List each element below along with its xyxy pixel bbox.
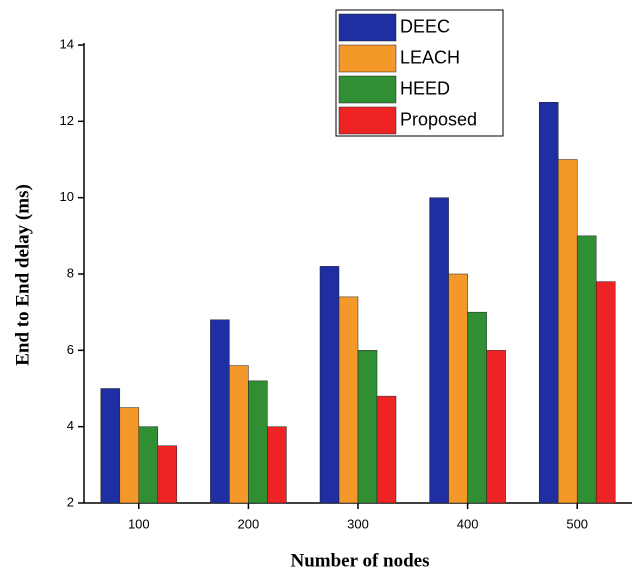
bar: [558, 160, 577, 504]
bar: [339, 297, 358, 503]
bar: [539, 102, 558, 503]
y-tick-label: 2: [67, 494, 74, 509]
x-tick-label: 300: [347, 516, 369, 531]
x-tick-label: 500: [566, 516, 588, 531]
y-tick-label: 4: [67, 418, 74, 433]
x-axis-title: Number of nodes: [291, 550, 430, 571]
legend-swatch: [339, 45, 396, 72]
bar: [358, 350, 377, 503]
legend-label: LEACH: [400, 47, 460, 67]
legend-swatch: [339, 107, 396, 134]
chart: Number of nodes End to End delay (ms) 2 4…: [0, 0, 641, 576]
y-tick-label: 6: [67, 342, 74, 357]
legend-swatch: [339, 14, 396, 41]
bar: [320, 266, 339, 503]
bar: [487, 350, 506, 503]
y-tick-label: 8: [67, 265, 74, 280]
bar: [120, 408, 139, 503]
bar: [596, 282, 615, 503]
legend-label: DEEC: [400, 16, 450, 36]
x-tick-label: 400: [457, 516, 479, 531]
legend-label: HEED: [400, 78, 450, 98]
bar: [577, 236, 596, 503]
bar: [210, 320, 229, 503]
bar: [377, 396, 396, 503]
x-tick-label: 100: [128, 516, 150, 531]
bar: [468, 312, 487, 503]
legend-label: Proposed: [400, 109, 477, 129]
y-tick-label: 12: [60, 113, 74, 128]
x-tick-label: 200: [238, 516, 260, 531]
bar: [248, 381, 267, 503]
y-tick-label: 10: [60, 189, 74, 204]
bar: [267, 427, 286, 503]
y-tick-label: 14: [60, 36, 74, 51]
bar: [449, 274, 468, 503]
legend-swatch: [339, 76, 396, 103]
bar: [101, 389, 120, 504]
bar: [139, 427, 158, 503]
bar: [430, 198, 449, 503]
y-axis-title: End to End delay (ms): [12, 184, 33, 366]
bar: [229, 366, 248, 503]
bar: [158, 446, 177, 503]
